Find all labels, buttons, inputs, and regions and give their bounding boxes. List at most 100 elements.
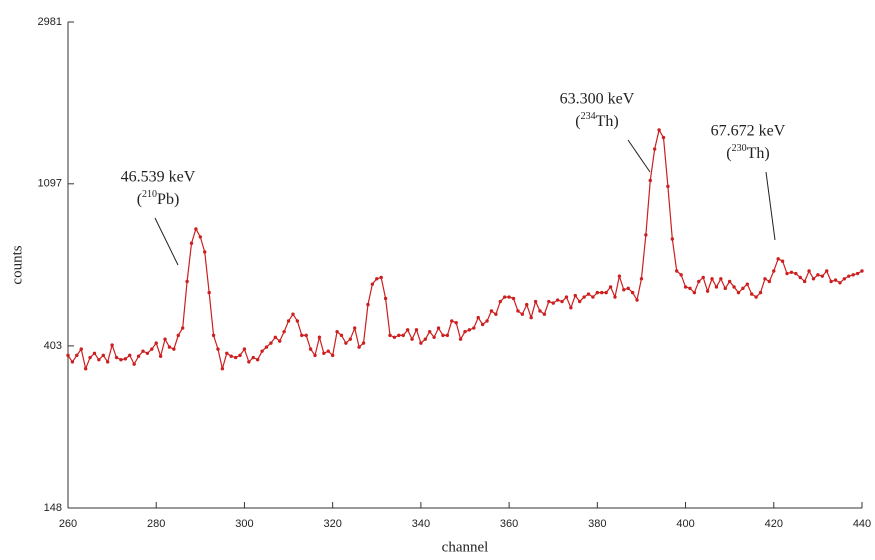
data-point xyxy=(525,302,529,307)
data-point xyxy=(379,275,383,280)
data-point xyxy=(750,292,754,296)
data-point xyxy=(776,257,780,261)
data-point xyxy=(463,329,467,334)
data-point xyxy=(158,354,163,358)
data-point xyxy=(66,353,70,358)
annotation-isotope: (234Th) xyxy=(575,111,618,129)
data-point xyxy=(467,328,472,332)
x-tick-label: 280 xyxy=(147,518,165,530)
data-point xyxy=(273,335,278,339)
data-point xyxy=(300,333,304,338)
data-point xyxy=(242,347,247,351)
data-point xyxy=(802,279,807,284)
data-point xyxy=(648,178,652,183)
data-point xyxy=(101,353,105,358)
data-point xyxy=(794,271,798,276)
isotope-mass: 210 xyxy=(142,189,157,200)
annotation-isotope: (210Pb) xyxy=(137,189,180,207)
data-point xyxy=(123,357,128,361)
data-point xyxy=(286,319,291,323)
data-point xyxy=(732,285,736,289)
data-point xyxy=(533,299,538,304)
data-point xyxy=(591,295,595,299)
x-tick-label: 440 xyxy=(853,518,871,530)
data-point xyxy=(833,278,838,282)
annotation-energy: 63.300 keV xyxy=(560,91,635,108)
data-point xyxy=(683,285,688,289)
data-point xyxy=(75,353,79,358)
isotope-mass: 230 xyxy=(732,143,747,154)
data-point xyxy=(480,322,485,327)
annotation-isotope: (230Th) xyxy=(726,143,769,161)
data-point xyxy=(670,237,675,241)
data-point xyxy=(110,343,114,347)
data-point xyxy=(304,333,308,338)
data-point xyxy=(97,357,101,362)
data-point xyxy=(163,337,167,341)
data-point xyxy=(419,341,423,345)
data-point xyxy=(489,309,494,313)
data-point xyxy=(679,273,683,277)
data-point xyxy=(855,271,860,276)
data-point xyxy=(754,295,758,299)
data-point xyxy=(494,312,498,316)
data-point xyxy=(70,360,75,364)
data-point xyxy=(454,321,458,325)
data-point xyxy=(114,355,119,360)
data-point xyxy=(344,341,348,345)
data-point xyxy=(450,319,454,323)
data-point xyxy=(860,269,864,273)
data-point xyxy=(820,274,824,278)
data-point xyxy=(375,277,379,281)
data-point xyxy=(335,329,339,334)
isotope-open: ( xyxy=(137,191,142,208)
data-point xyxy=(414,328,419,332)
data-point xyxy=(666,184,670,189)
data-point xyxy=(719,277,723,281)
data-point xyxy=(207,290,211,295)
data-point xyxy=(772,269,776,273)
data-point xyxy=(291,312,295,316)
data-point xyxy=(851,273,855,277)
data-point xyxy=(573,293,577,298)
data-point xyxy=(569,306,573,310)
data-point xyxy=(423,337,427,341)
data-point xyxy=(829,279,833,284)
data-point xyxy=(194,227,198,231)
data-point xyxy=(388,333,392,338)
data-point xyxy=(582,295,586,299)
data-point xyxy=(847,274,851,278)
data-point xyxy=(392,335,397,339)
data-point xyxy=(600,290,604,295)
data-point xyxy=(220,366,225,371)
data-point xyxy=(838,281,842,285)
data-point xyxy=(326,349,330,353)
y-tick-label: 403 xyxy=(44,340,62,352)
data-point xyxy=(608,285,613,289)
data-point xyxy=(136,354,141,358)
data-point xyxy=(741,286,745,291)
data-point xyxy=(106,360,110,364)
data-point xyxy=(701,275,705,280)
data-point xyxy=(758,290,763,295)
data-point xyxy=(282,329,286,334)
data-point xyxy=(353,326,357,330)
data-point xyxy=(238,353,242,358)
annotation-pointer xyxy=(627,139,651,173)
data-point xyxy=(180,326,185,330)
data-point xyxy=(145,351,150,355)
data-point xyxy=(185,279,189,284)
data-point xyxy=(622,288,626,292)
data-point xyxy=(811,277,816,281)
data-point xyxy=(780,259,785,263)
data-point xyxy=(405,328,410,332)
annotation-energy: 67.672 keV xyxy=(711,123,786,140)
data-point xyxy=(798,275,802,280)
data-point xyxy=(247,360,251,364)
data-point xyxy=(644,233,648,237)
data-point xyxy=(322,351,326,355)
data-point xyxy=(83,366,88,371)
data-point xyxy=(675,269,679,273)
data-point xyxy=(763,277,767,281)
